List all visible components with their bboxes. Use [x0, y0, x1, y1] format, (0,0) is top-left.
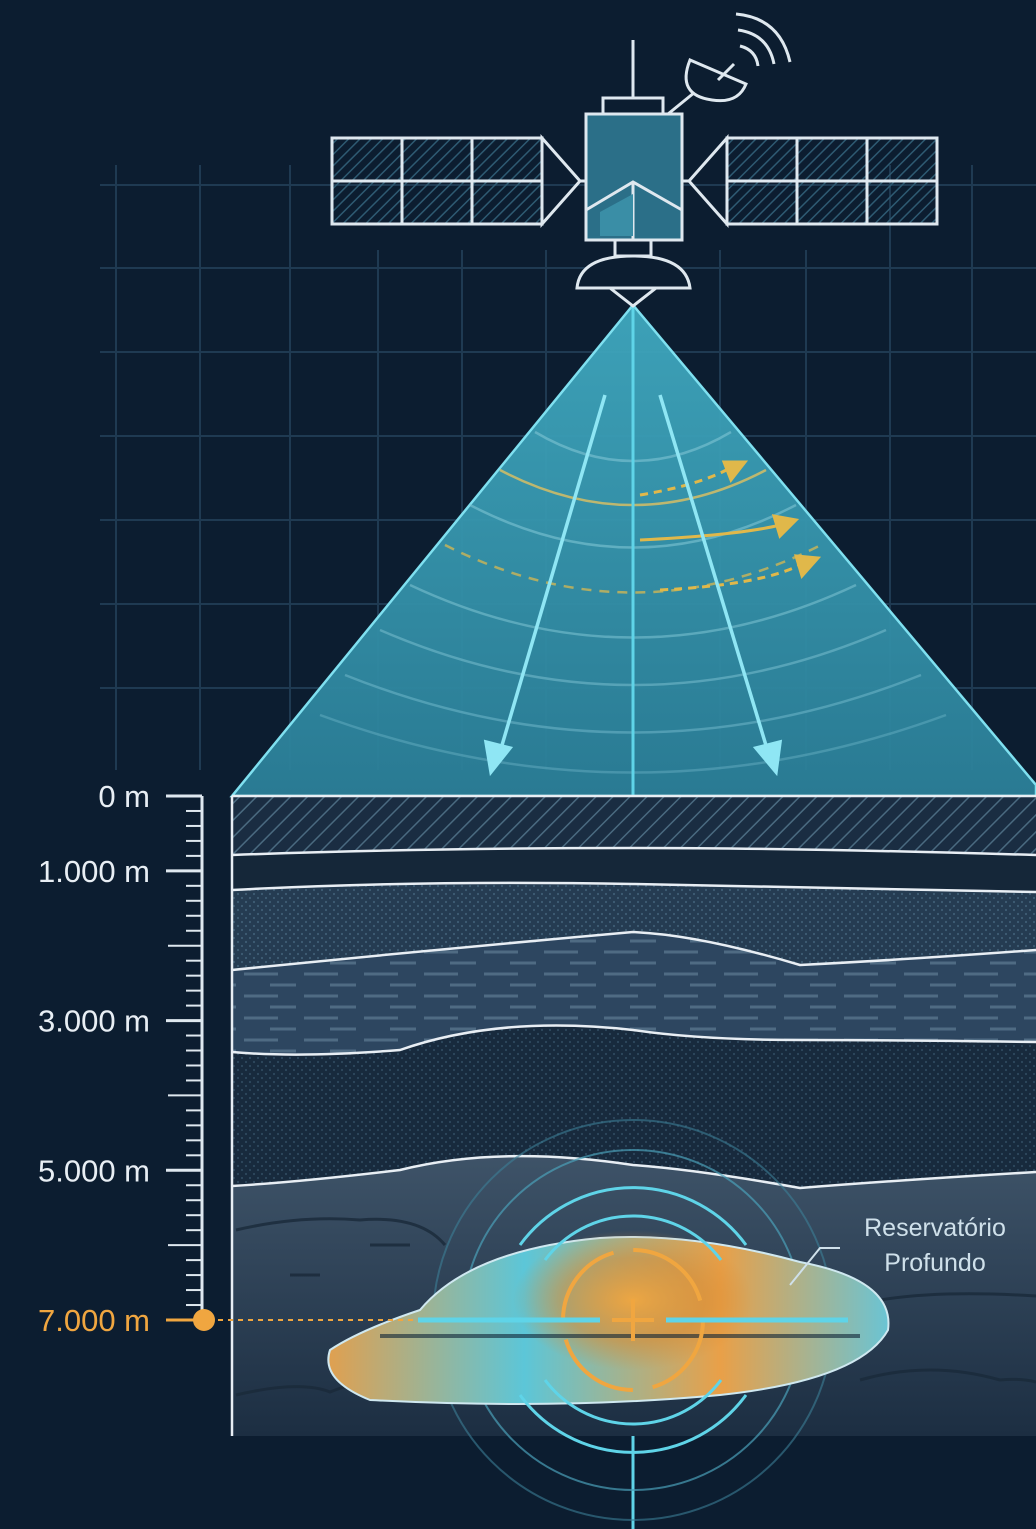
- depth-label: 0 m: [98, 779, 150, 814]
- depth-label: 1.000 m: [38, 854, 150, 889]
- callout-leader: [789, 1247, 840, 1286]
- signal-waves-icon: [735, 12, 792, 67]
- antenna-dish-icon: [667, 58, 748, 116]
- downward-arrows: [483, 394, 783, 777]
- right-solar-panel: [682, 134, 939, 228]
- depth-scale: 0 m 1.000 m 3.000 m 5.000 m 7.000 m: [38, 779, 418, 1338]
- depth-label: 3.000 m: [38, 1004, 150, 1039]
- deep-reservoir: [327, 1119, 890, 1521]
- signal-arrows: [639, 460, 822, 592]
- reservoir-depth-marker: [193, 1309, 215, 1331]
- satellite-icon: [330, 12, 939, 308]
- depth-label: 5.000 m: [38, 1153, 150, 1188]
- reservoir-label-line1: Reservatório: [864, 1214, 1006, 1242]
- depth-ruler-minor-ticks: [168, 795, 202, 1321]
- reservoir-label-line2: Profundo: [884, 1249, 985, 1277]
- left-solar-panel: [330, 134, 586, 228]
- target-crosshair-icon: [418, 1248, 848, 1392]
- depth-label: 7.000 m: [38, 1303, 150, 1338]
